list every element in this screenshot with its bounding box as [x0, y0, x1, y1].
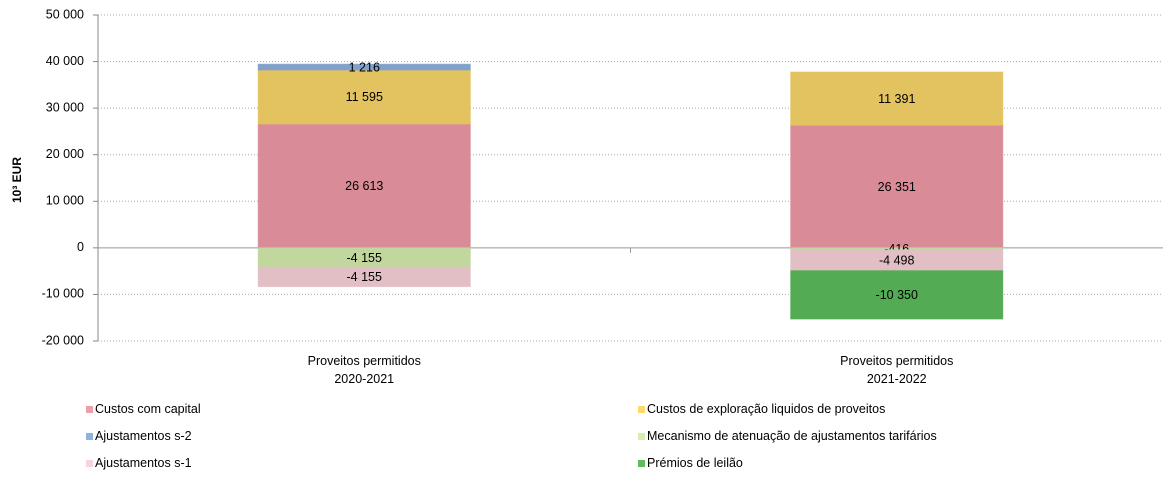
data-label: 1 216	[349, 60, 380, 74]
legend-swatch	[86, 432, 93, 440]
legend-swatch	[638, 432, 645, 440]
data-label: 26 613	[345, 179, 383, 193]
legend-item: Custos com capital	[86, 402, 201, 416]
legend-label: Custos com capital	[95, 402, 201, 416]
legend-swatch	[86, 405, 93, 413]
y-tick-label: 30 000	[46, 100, 84, 114]
bar-segment	[257, 63, 471, 71]
legend-item: Mecanismo de atenuação de ajustamentos t…	[638, 429, 937, 443]
legend-swatch	[638, 405, 645, 413]
bar-segment	[257, 123, 471, 249]
legend-label: Custos de exploração liquidos de proveit…	[647, 402, 886, 416]
data-label: 26 351	[878, 180, 916, 194]
x-tick-label: Proveitos permitidos 2020-2021	[307, 354, 421, 386]
legend-item: Custos de exploração liquidos de proveit…	[638, 402, 885, 416]
y-tick-label: 10 000	[46, 194, 84, 208]
x-tick-label: Proveitos permitidos 2021-2022	[840, 354, 954, 386]
y-tick-label: 20 000	[46, 147, 84, 161]
bar-segment	[790, 71, 1004, 126]
y-tick-label: 50 000	[46, 7, 84, 21]
legend-swatch	[86, 459, 93, 467]
legend-label: Prémios de leilão	[647, 456, 743, 470]
data-label: -4 498	[879, 254, 914, 268]
legend-swatch	[638, 459, 645, 467]
legend-item: Ajustamentos s-1	[86, 456, 192, 470]
legend-label: Ajustamentos s-1	[95, 456, 192, 470]
legend-label: Mecanismo de atenuação de ajustamentos t…	[647, 429, 937, 443]
y-tick-label: -10 000	[42, 287, 84, 301]
y-tick-label: 0	[77, 240, 84, 254]
legend-item: Ajustamentos s-2	[86, 429, 192, 443]
data-label: -4 155	[347, 270, 382, 284]
legend-label: Ajustamentos s-2	[95, 429, 192, 443]
y-axis-label: 10³ EUR	[10, 157, 24, 203]
y-tick-label: 40 000	[46, 54, 84, 68]
legend-item: Prémios de leilão	[638, 456, 743, 470]
data-label: -4 155	[347, 251, 382, 265]
bar-segment	[257, 69, 471, 125]
y-tick-label: -20 000	[42, 333, 84, 347]
data-label: 11 391	[878, 92, 915, 106]
data-label: 11 595	[346, 90, 383, 104]
bar-segment	[790, 124, 1004, 249]
bar-segment	[257, 266, 471, 288]
bar-segment	[790, 270, 1004, 320]
data-label: -10 350	[876, 288, 918, 302]
